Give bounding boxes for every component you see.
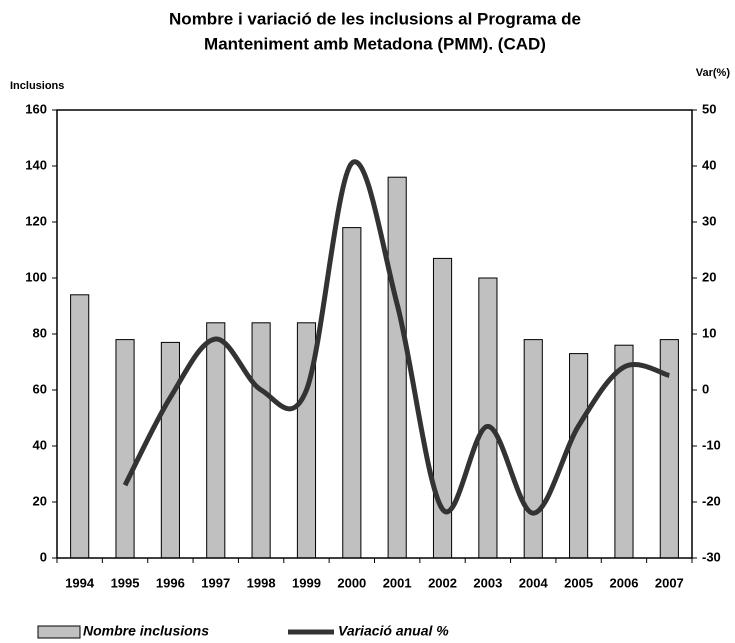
y-tick-label: 60 [33,381,47,396]
x-tick-label: 2000 [337,575,366,590]
y2-tick-label: 20 [702,269,716,284]
x-tick-label: 2002 [428,575,457,590]
legend-swatch [37,625,81,639]
y-tick-label: 80 [33,325,47,340]
y2-tick-label: 10 [702,325,716,340]
y2-tick-label: -10 [702,437,721,452]
legend-label: Nombre inclusions [83,623,209,639]
bar [251,322,271,559]
y2-tick-label: 0 [702,381,709,396]
x-tick-label: 2007 [655,575,684,590]
bar [614,344,634,559]
y2-axis-label: Var(%) [696,67,731,79]
y-tick-label: 100 [25,269,47,284]
x-tick-label: 1999 [292,575,321,590]
bar [342,227,362,559]
bar [478,277,498,559]
x-tick-label: 1996 [156,575,185,590]
x-tick-label: 2003 [473,575,502,590]
line [122,159,671,516]
y-tick-label: 0 [40,549,47,564]
y2-tick-label: 30 [702,213,716,228]
x-tick-label: 1994 [65,575,95,590]
x-tick-label: 1995 [111,575,140,590]
y-axis-label: Inclusions [10,80,64,92]
x-tick-label: 2005 [564,575,593,590]
x-tick-label: 2001 [383,575,412,590]
y2-tick-label: 40 [702,157,716,172]
y-tick-label: 160 [25,101,47,116]
bar [523,339,543,559]
bar [569,353,589,559]
y2-tick-label: -20 [702,493,721,508]
y-tick-label: 20 [33,493,47,508]
x-tick-label: 2004 [519,575,549,590]
chart-title: Manteniment amb Metadona (PMM). (CAD) [204,34,546,53]
bar [70,294,90,559]
y-tick-label: 40 [33,437,47,452]
plot-frame [56,109,693,559]
bar [387,176,407,559]
y2-tick-label: -30 [702,549,721,564]
bar [160,341,180,559]
y2-tick-label: 50 [702,101,716,116]
y-tick-label: 140 [25,157,47,172]
chart-title: Nombre i variació de les inclusions al P… [169,9,581,28]
x-tick-label: 2006 [610,575,639,590]
x-tick-label: 1997 [201,575,230,590]
legend-label: Variació anual % [338,623,449,639]
y-tick-label: 120 [25,213,47,228]
bar [115,339,135,559]
bar [206,322,226,559]
x-tick-label: 1998 [247,575,276,590]
